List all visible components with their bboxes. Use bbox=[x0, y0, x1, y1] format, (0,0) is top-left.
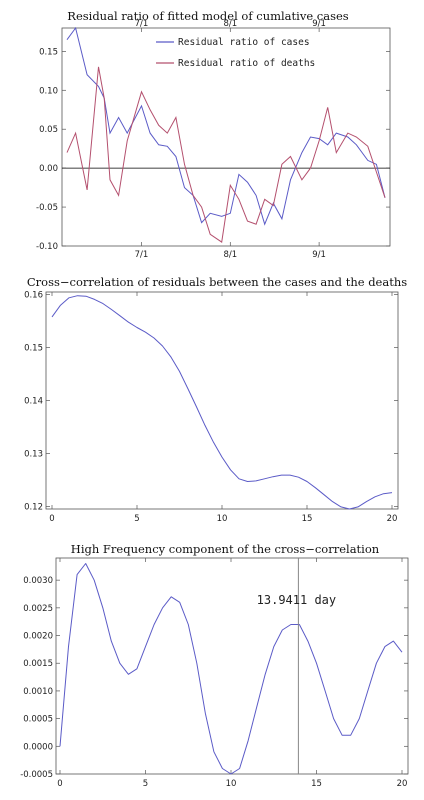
y-tick-label: 0.15 bbox=[24, 344, 43, 354]
x-tick-label: 0 bbox=[49, 514, 54, 524]
x-tick-label-top: 9/1 bbox=[312, 19, 326, 29]
chart1-title: Residual ratio of fitted model of cumlat… bbox=[67, 9, 349, 23]
y-tick-label: 0.0015 bbox=[23, 659, 53, 669]
y-tick-label: 0.16 bbox=[24, 291, 43, 301]
series-line-deaths bbox=[66, 66, 386, 243]
x-tick-label-top: 8/1 bbox=[223, 19, 237, 29]
y-tick-label: 0.0000 bbox=[23, 742, 53, 752]
chart1-frame bbox=[61, 27, 391, 247]
x-tick-label: 15 bbox=[302, 514, 313, 524]
y-tick-label: -0.0005 bbox=[20, 770, 53, 780]
marker-label: 13.9411 day bbox=[257, 593, 336, 607]
chart2-series bbox=[51, 295, 393, 510]
y-tick-label: 0.0010 bbox=[23, 687, 53, 697]
y-tick-label: -0.05 bbox=[36, 203, 58, 213]
residual-ratio-chart: Residual ratio of fitted model of cumlat… bbox=[36, 9, 391, 260]
y-tick-label: 0.0025 bbox=[23, 604, 53, 614]
x-tick-label: 10 bbox=[226, 779, 237, 789]
cross-correlation-chart: Cross−correlation of residuals between t… bbox=[24, 275, 407, 524]
chart3-title: High Frequency component of the cross−co… bbox=[71, 542, 380, 556]
chart2-frame bbox=[45, 291, 399, 510]
legend-label: Residual ratio of cases bbox=[178, 37, 310, 48]
high-frequency-chart: High Frequency component of the cross−co… bbox=[20, 542, 409, 789]
y-tick-label: 0.15 bbox=[39, 47, 58, 57]
legend-label: Residual ratio of deaths bbox=[178, 58, 315, 69]
y-tick-label: 0.10 bbox=[39, 86, 58, 96]
chart3-axes: -0.0005 0.0000 0.0005 0.0010 0.0015 0.0020 0.0… bbox=[20, 558, 408, 789]
x-tick-label: 9/1 bbox=[312, 250, 326, 260]
chart2-axes: 0.12 0.13 0.14 0.15 0.16 0 5 10 15 20 bbox=[24, 291, 398, 524]
chart1-series bbox=[66, 26, 386, 243]
chart1-axes: -0.10 -0.05 0.00 0.05 0.10 0.15 7/1 7/1 8/1 8/1 9/… bbox=[36, 19, 390, 260]
series-line bbox=[51, 295, 393, 510]
x-tick-label: 8/1 bbox=[223, 250, 237, 260]
y-tick-label: 0.14 bbox=[24, 397, 43, 407]
x-tick-label: 15 bbox=[311, 779, 322, 789]
chart1-legend: Residual ratio of cases Residual ratio of… bbox=[156, 37, 315, 69]
y-tick-label: 0.0005 bbox=[23, 715, 53, 725]
x-tick-label: 10 bbox=[217, 514, 228, 524]
x-tick-label: 20 bbox=[397, 779, 408, 789]
x-tick-label-top: 7/1 bbox=[135, 19, 149, 29]
chart2-title: Cross−correlation of residuals between t… bbox=[27, 275, 407, 289]
y-tick-label: 0.0030 bbox=[23, 576, 53, 586]
y-tick-label: -0.10 bbox=[36, 242, 58, 252]
y-tick-label: 0.12 bbox=[24, 502, 43, 512]
x-tick-label: 5 bbox=[134, 514, 139, 524]
series-line bbox=[59, 563, 403, 775]
chart3-series: 13.9411 day bbox=[59, 558, 403, 775]
y-tick-label: 0.0020 bbox=[23, 632, 53, 642]
x-tick-label: 7/1 bbox=[135, 250, 149, 260]
y-tick-label: 0.05 bbox=[39, 125, 58, 135]
x-tick-label: 5 bbox=[143, 779, 148, 789]
y-tick-label: 0.13 bbox=[24, 449, 43, 459]
x-tick-label: 20 bbox=[387, 514, 398, 524]
chart3-frame bbox=[55, 557, 409, 775]
x-tick-label: 0 bbox=[57, 779, 62, 789]
y-tick-label: 0.00 bbox=[39, 164, 58, 174]
